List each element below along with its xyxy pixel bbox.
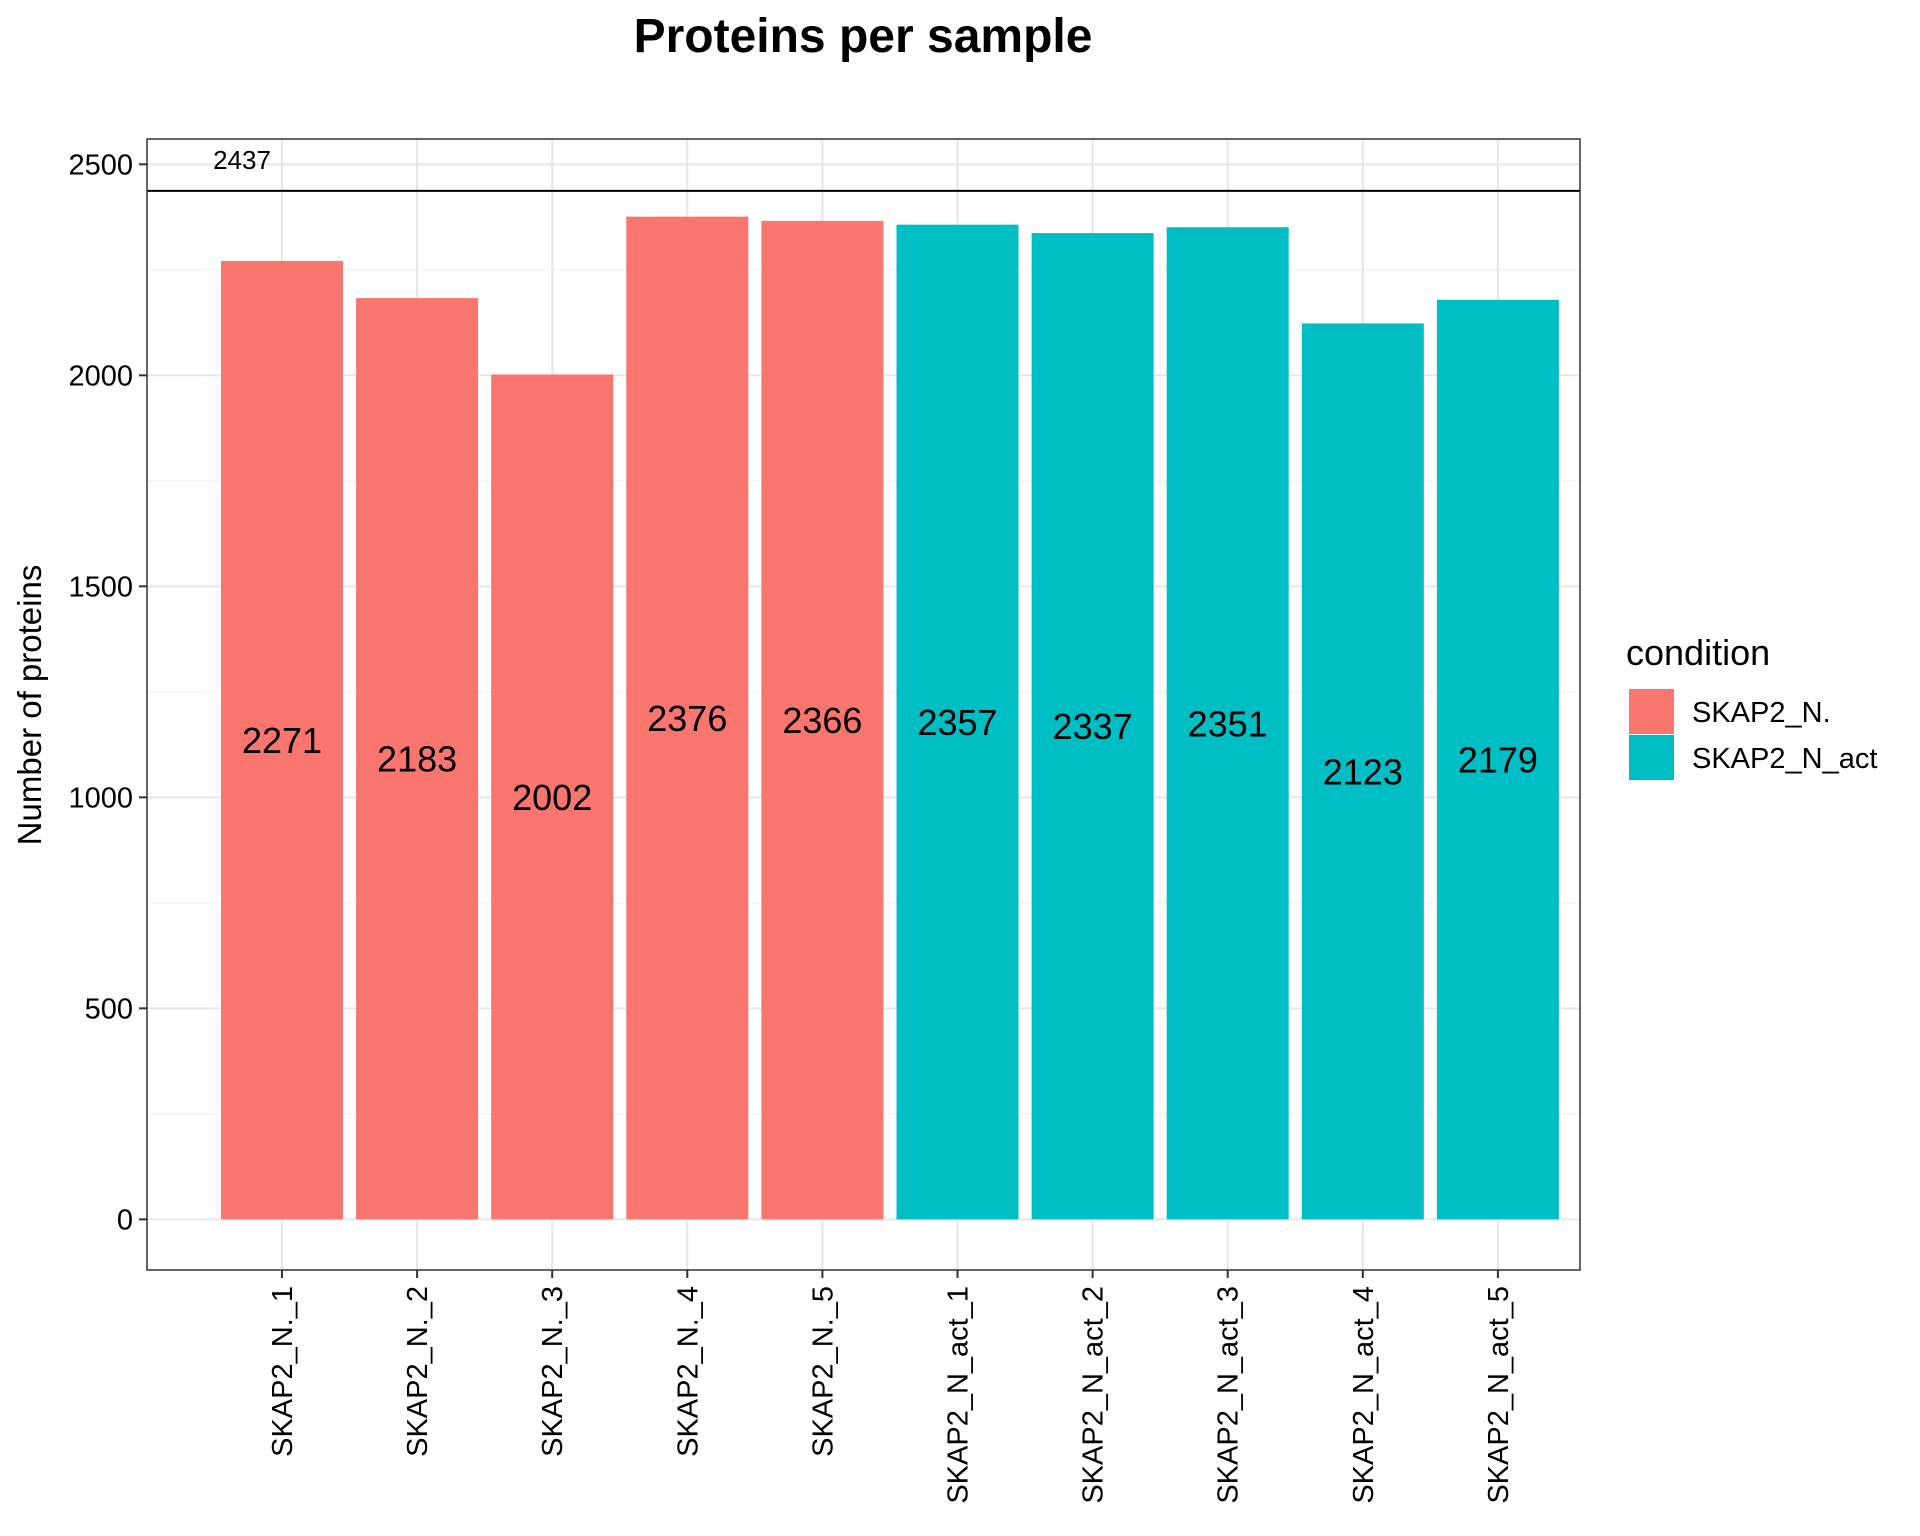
bar [896,224,1019,1220]
bar-value-label: 2351 [1188,703,1268,744]
x-tick-label: SKAP2_N_act_3 [1213,1286,1245,1504]
bar [221,260,343,1220]
x-tick-label: SKAP2_N_act_1 [943,1286,975,1504]
bar [356,298,479,1220]
bar-value-label: 2271 [242,720,322,761]
y-tick-label: 500 [85,993,133,1025]
plot-panel-border [146,138,1581,1271]
y-tick-label: 2000 [68,360,133,392]
x-tick-label: SKAP2_N._1 [267,1286,299,1457]
bar-value-label: 2357 [917,702,997,743]
bar [761,220,884,1220]
bar-value-label: 2002 [512,777,592,818]
y-axis-title: Number of proteins [11,565,48,846]
y-tick-label: 1000 [68,782,133,814]
y-tick-label: 0 [117,1204,133,1236]
bar [1301,323,1424,1220]
y-tick-label: 1500 [68,571,133,603]
reference-line-label: 2437 [213,145,271,175]
x-tick-label: SKAP2_N_act_5 [1483,1286,1515,1504]
legend-title: condition [1626,632,1770,673]
bar [491,374,614,1220]
legend: condition SKAP2_N. SKAP2_N_act [1626,632,1877,780]
legend-label: SKAP2_N_act [1692,743,1877,775]
bar-value-label: 2376 [647,698,727,739]
x-tick-label: SKAP2_N._2 [402,1286,434,1457]
bar-value-label: 2183 [377,739,457,780]
legend-swatch [1629,689,1674,734]
bar [1166,227,1289,1220]
bar [626,216,749,1220]
legend-label: SKAP2_N. [1692,697,1831,729]
bar [1436,299,1559,1220]
reference-line-group: 2437 [147,145,1580,192]
bar-value-label: 2179 [1458,740,1538,781]
x-tick-label: SKAP2_N_act_2 [1078,1286,1110,1504]
x-axis: SKAP2_N._1 SKAP2_N._2 SKAP2_N._3 SKAP2_N._4… [267,1270,1515,1504]
x-tick-label: SKAP2_N._4 [672,1286,704,1457]
bars: 2271 2183 2002 2376 2366 2357 2337 2351 2123 2179 [221,216,1559,1220]
bar [1031,233,1154,1220]
x-tick-label: SKAP2_N_act_4 [1348,1286,1380,1504]
bar-value-label: 2123 [1323,751,1403,792]
chart-title: Proteins per sample [634,10,1093,63]
legend-swatch [1629,735,1674,780]
y-axis: 0 500 1000 1500 2000 2500 [68,149,147,1236]
x-tick-label: SKAP2_N._5 [807,1286,839,1457]
bar-value-label: 2366 [782,700,862,741]
x-tick-label: SKAP2_N._3 [537,1286,569,1457]
y-tick-label: 2500 [68,149,133,181]
bar-value-label: 2337 [1053,706,1133,747]
